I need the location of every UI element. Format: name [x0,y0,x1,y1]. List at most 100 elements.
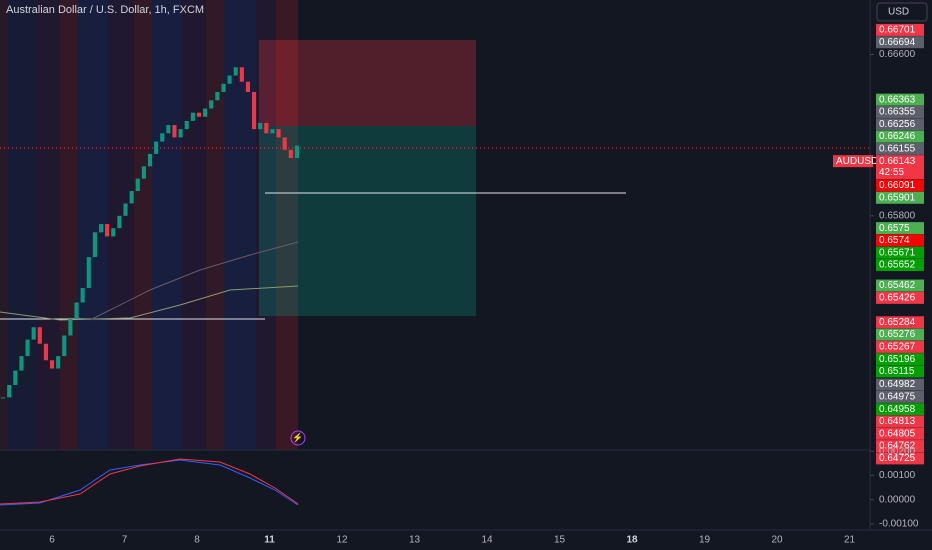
candle [184,120,189,130]
price-tag [876,415,924,428]
indicator-tick-label: 0.00000 [879,494,916,505]
price-tag [876,452,924,465]
price-tag [876,390,924,403]
candle [160,133,165,142]
y-tick-label: 0.66600 [879,49,916,60]
symbol-label: AUDUSD [836,156,878,167]
price-tag [876,246,924,259]
price-label: 0.65901 [879,192,916,203]
price-label: 0.66694 [879,37,916,48]
price-label: 0.64805 [879,428,916,439]
symbol-tag [833,155,873,168]
event-icon[interactable] [290,430,306,446]
candle [25,339,30,357]
x-tick-label: 11 [264,535,275,546]
candle [270,129,275,134]
candle [31,327,36,340]
candle [203,108,208,117]
price-tag [876,222,924,235]
price-label: 0.66256 [879,119,916,130]
price-tag [876,328,924,341]
candle [233,67,238,76]
price-label: 0.66246 [879,131,916,142]
x-tick-label: 15 [554,535,566,546]
price-label: 0.64958 [879,404,916,415]
band [256,0,276,450]
price-label: 0.65267 [879,342,916,353]
price-tag [876,23,924,36]
price-label: 0.66091 [879,180,916,191]
candle [264,122,269,134]
band [78,0,108,450]
price-label: 0.65426 [879,292,916,303]
price-label: 0.65276 [879,329,916,340]
candle [62,335,67,357]
price-tag [876,365,924,378]
x-tick-label: 18 [626,535,638,546]
price-tag [876,155,924,180]
candle [98,224,104,233]
x-tick-label: 14 [481,535,493,546]
candle [282,137,287,150]
x-tick-label: 8 [194,535,200,546]
indicator-tick-label: -0.00100 [879,519,919,530]
price-label: 0.65652 [879,260,916,271]
event-icon-glyph: ⚡ [292,431,303,443]
x-tick-label: 6 [49,535,55,546]
candle [74,302,79,319]
price-label: 0.66363 [879,94,916,105]
candle [276,129,281,138]
candle [154,141,159,154]
candle [123,203,128,216]
band [276,0,298,450]
candle [68,318,73,336]
candle [258,122,263,130]
candle [294,145,299,159]
price-label: 0.6574 [879,235,910,246]
candle [135,178,140,192]
price-tag [876,93,924,106]
band [0,0,8,450]
candle [141,166,146,179]
price-label: 0.6575 [879,223,910,234]
price-tag [876,427,924,440]
price-label: 0.64762 [879,441,916,452]
price-label: 0.66143 [879,156,916,167]
price-tag [876,259,924,272]
candle [92,232,97,258]
price-tag [876,353,924,366]
candle [196,112,202,117]
x-tick-label: 7 [122,535,128,546]
price-tag [876,378,924,391]
candle [190,112,195,121]
x-tick-label: 20 [771,535,783,546]
band [152,0,182,450]
price-tag [876,36,924,49]
x-tick-label: 19 [699,535,711,546]
price-tag [876,130,924,143]
price-label: 0.65462 [879,280,916,291]
price-label: 0.65671 [879,247,916,258]
price-tag [876,118,924,131]
candle [13,370,18,386]
candle [215,92,220,101]
band [134,0,152,450]
price-label: 0.66155 [879,143,916,154]
candle [209,100,214,109]
price-tag [876,179,924,192]
chart-title: Australian Dollar / U.S. Dollar, 1h, FXC… [6,4,204,16]
price-tag [876,142,924,155]
price-tag [876,279,924,292]
price-tag [876,191,924,204]
currency-button[interactable] [876,2,928,22]
candle [80,288,85,303]
candle [1,397,6,399]
price-label: 0.65196 [879,354,916,365]
candle [129,191,134,204]
band [36,0,60,450]
price-label: 0.65115 [879,366,915,377]
candle [86,257,91,289]
candle [56,356,61,369]
candle [147,153,153,167]
